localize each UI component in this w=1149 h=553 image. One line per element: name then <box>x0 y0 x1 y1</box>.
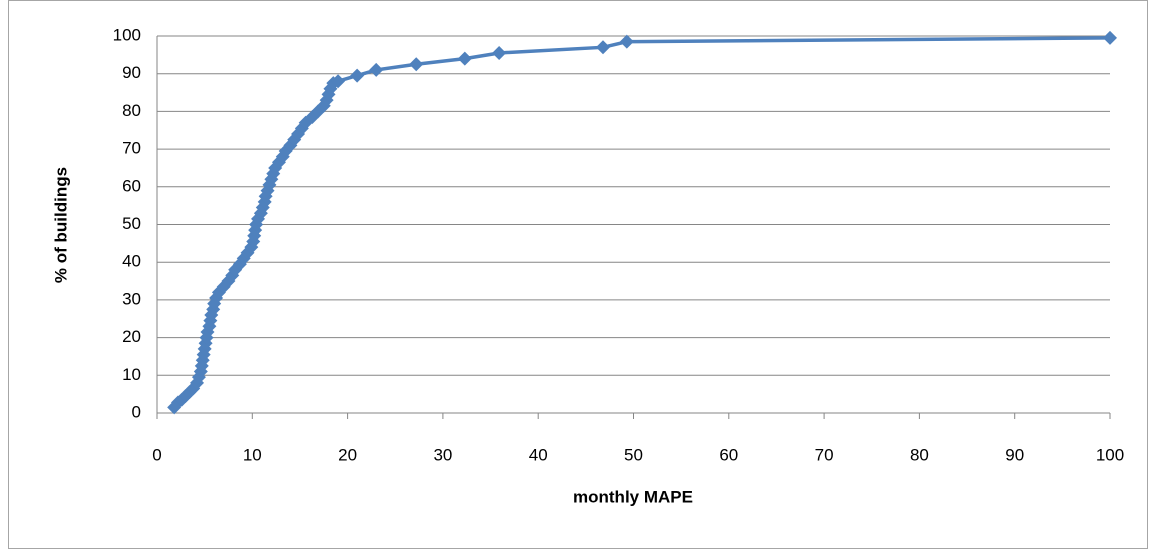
x-tick-label: 10 <box>243 445 262 464</box>
x-tick-label: 70 <box>815 445 834 464</box>
x-axis-title: monthly MAPE <box>573 487 693 506</box>
marker <box>457 51 472 66</box>
chart-frame <box>8 0 1148 549</box>
y-tick-label: 80 <box>122 101 141 120</box>
marker <box>369 62 384 77</box>
marker <box>331 74 346 89</box>
y-tick-label: 10 <box>122 365 141 384</box>
x-tick-label: 30 <box>433 445 452 464</box>
x-tick-label: 40 <box>529 445 548 464</box>
y-tick-label: 20 <box>122 327 141 346</box>
x-tick-label: 100 <box>1096 445 1124 464</box>
x-tick-label: 90 <box>1005 445 1024 464</box>
y-tick-label: 50 <box>122 214 141 233</box>
marker <box>1103 30 1117 45</box>
x-tick-label: 60 <box>719 445 738 464</box>
x-tick-label: 50 <box>624 445 643 464</box>
y-tick-label: 30 <box>122 289 141 308</box>
y-tick-label: 0 <box>132 402 141 421</box>
marker <box>492 45 507 60</box>
y-tick-label: 40 <box>122 252 141 271</box>
y-tick-label: 90 <box>122 63 141 82</box>
y-tick-label: 100 <box>113 25 141 44</box>
marker <box>294 121 309 136</box>
x-tick-label: 80 <box>910 445 929 464</box>
marker <box>409 57 424 72</box>
marker <box>596 40 611 55</box>
marker <box>350 68 365 83</box>
y-tick-label: 70 <box>122 139 141 158</box>
x-tick-label: 0 <box>152 445 161 464</box>
x-tick-label: 20 <box>338 445 357 464</box>
marker <box>619 34 634 49</box>
y-axis-title: % of buildings <box>51 167 70 283</box>
y-tick-label: 60 <box>122 176 141 195</box>
